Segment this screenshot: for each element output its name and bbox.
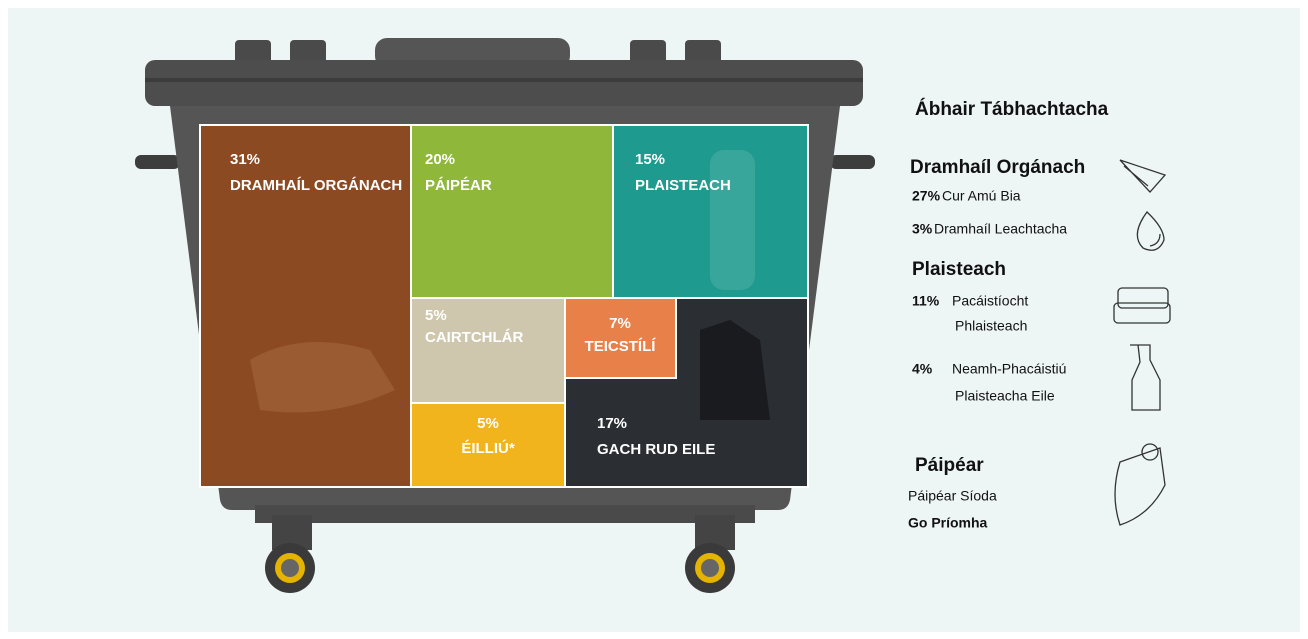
- segment-percent: 31%: [230, 151, 260, 168]
- item-percent: 11%: [912, 293, 940, 309]
- tile-organic: [199, 124, 412, 488]
- segment-label: GACH RUD EILE: [597, 441, 715, 458]
- panel-title: Ábhair Tábhachtacha: [915, 98, 1109, 120]
- item-label: Plaisteacha Eile: [955, 388, 1055, 404]
- segment-label: TEICSTÍLÍ: [585, 338, 657, 355]
- decoration: [700, 320, 770, 420]
- tile-hazardous: [410, 402, 566, 488]
- item-label: Go Príomha: [908, 515, 988, 531]
- item-percent: 27%: [912, 188, 941, 204]
- item-label: Dramhaíl Leachtacha: [934, 221, 1067, 237]
- group-name: Dramhaíl Orgánach: [910, 157, 1085, 178]
- tile-plastic: [612, 124, 809, 299]
- item-label: Phlaisteach: [955, 318, 1027, 334]
- item-label: Cur Amú Bia: [942, 188, 1021, 204]
- item-label: Páipéar Síoda: [908, 488, 997, 504]
- tile-textiles: [564, 297, 677, 379]
- segment-percent: 17%: [597, 415, 627, 432]
- segment-percent: 20%: [425, 151, 455, 168]
- segment-label: PÁIPÉAR: [425, 177, 492, 194]
- item-label: Pacáistíocht: [952, 293, 1028, 309]
- segment-percent: 7%: [609, 315, 631, 332]
- segment-label: ÉILLIÚ*: [461, 439, 514, 457]
- tile-paper: [410, 124, 614, 299]
- segment-label: PLAISTEACH: [635, 177, 731, 194]
- item-percent: 3%: [912, 221, 933, 237]
- segment-percent: 5%: [425, 307, 447, 324]
- group-name: Plaisteach: [912, 259, 1006, 280]
- tiles: [199, 124, 809, 488]
- decoration: [710, 150, 755, 290]
- segment-label: CAIRTCHLÁR: [425, 329, 523, 346]
- tile-cardboard: [410, 297, 566, 404]
- icons: [1113, 159, 1171, 526]
- item-percent: 4%: [912, 361, 933, 377]
- segment-percent: 15%: [635, 151, 665, 168]
- segment-percent: 5%: [477, 415, 499, 432]
- group-name: Páipéar: [915, 455, 984, 476]
- segment-label: DRAMHAÍL ORGÁNACH: [230, 177, 402, 194]
- decoration: [250, 342, 395, 413]
- item-label: Neamh-Phacáistiú: [952, 361, 1066, 377]
